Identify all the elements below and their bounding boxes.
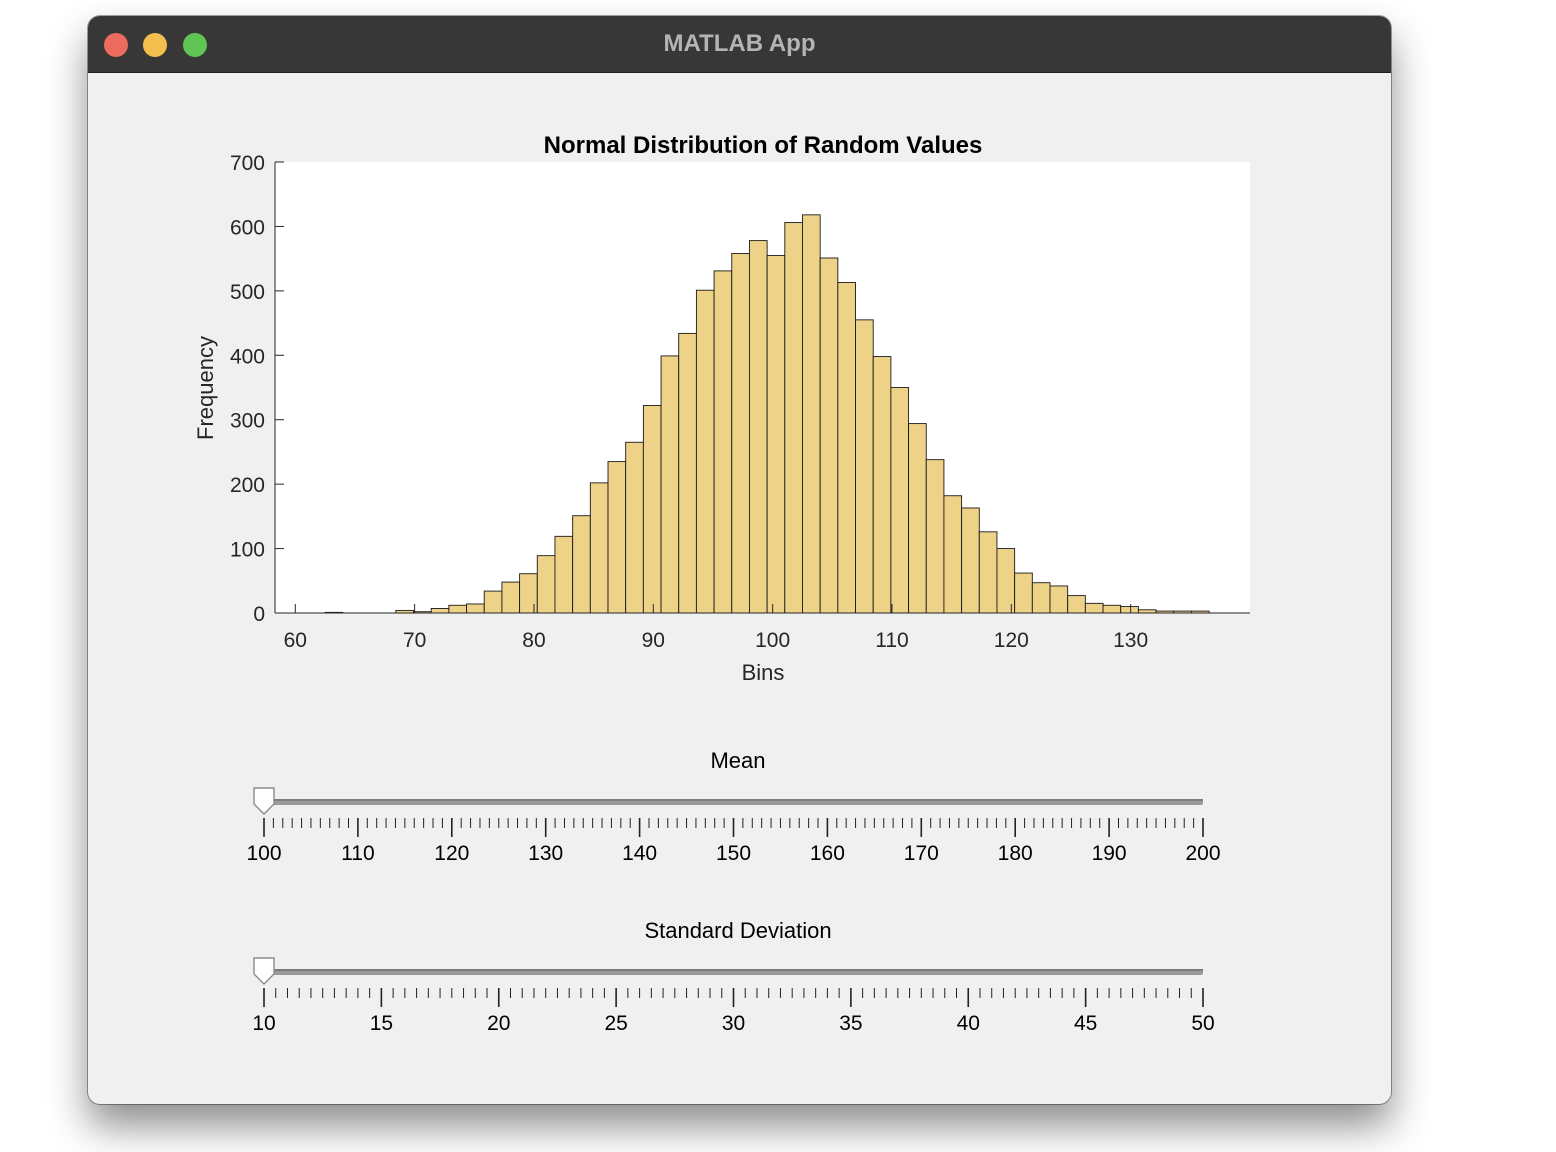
slider-tick-label: 100 <box>246 842 281 865</box>
histogram-bar <box>589 482 609 614</box>
y-tick-label: 700 <box>230 152 265 175</box>
histogram-bar <box>943 495 963 614</box>
histogram-bar <box>483 590 503 614</box>
chart-title: Normal Distribution of Random Values <box>544 132 983 159</box>
slider-tick-label: 170 <box>904 842 939 865</box>
histogram-bar <box>890 387 910 614</box>
histogram-bar <box>802 214 821 614</box>
y-tick-label: 300 <box>230 410 265 433</box>
histogram-bar <box>660 355 680 614</box>
x-tick-label: 100 <box>755 629 790 652</box>
slider-tick-label: 10 <box>252 1012 275 1035</box>
app-window: MATLAB App Normal Distribution of Random… <box>88 16 1391 1104</box>
histogram-bar <box>625 441 644 614</box>
y-tick-label: 100 <box>230 539 265 562</box>
histogram-bar <box>642 405 662 614</box>
histogram-chart: Normal Distribution of Random Values 0 10… <box>193 132 1250 685</box>
x-axis-label: Bins <box>742 660 785 685</box>
histogram-bar <box>1084 602 1104 614</box>
y-tick-label: 400 <box>230 345 265 368</box>
y-tick-label: 0 <box>253 603 265 626</box>
x-tick-label: 60 <box>284 629 307 652</box>
histogram-bar <box>978 531 998 614</box>
x-tick-label: 80 <box>522 629 545 652</box>
slider-tick-label: 130 <box>528 842 563 865</box>
histogram-bar <box>713 270 733 614</box>
x-tick-label: 110 <box>875 629 908 652</box>
slider-tick-label: 110 <box>341 842 374 865</box>
slider-track-shade <box>264 969 1203 971</box>
slider-tick-label: 25 <box>604 1012 627 1035</box>
slider-tick-label: 150 <box>716 842 751 865</box>
y-axis-label: Frequency <box>193 336 218 440</box>
chart-axes: 0 100 200 300 400 500 600 700 60 70 80 90 100 110 120 1… <box>230 152 1250 652</box>
y-tick-label: 500 <box>230 281 265 304</box>
y-tick-label: 600 <box>230 216 265 239</box>
x-tick-label: 120 <box>994 629 1029 652</box>
histogram-bar <box>607 461 627 614</box>
x-tick-label: 70 <box>403 629 426 652</box>
histogram-bar <box>1067 595 1086 614</box>
slider-tick-label: 190 <box>1092 842 1127 865</box>
mean-slider-label: Mean <box>710 748 765 773</box>
slider-thumb[interactable] <box>253 957 275 985</box>
histogram-bar <box>678 332 697 614</box>
slider-tick-label: 20 <box>487 1012 510 1035</box>
close-window-button[interactable] <box>104 33 128 57</box>
slider-tick-label: 180 <box>998 842 1033 865</box>
histogram-bar <box>855 319 874 614</box>
histogram-bar <box>766 254 786 614</box>
window-title: MATLAB App <box>663 30 816 57</box>
histogram-bar <box>996 548 1016 614</box>
minimize-window-button[interactable] <box>143 33 167 57</box>
mean-slider[interactable]: Mean 100 110 120 130 140 150 160 170 180 190 200 <box>88 733 1391 893</box>
histogram-bar <box>925 459 945 614</box>
histogram-bar <box>837 282 856 614</box>
histogram-bar <box>430 608 450 614</box>
slider-tick-label: 45 <box>1074 1012 1097 1035</box>
histogram-bar <box>1120 606 1139 614</box>
histogram-bar <box>1014 572 1033 614</box>
histogram-bar <box>908 423 927 614</box>
slider-tick-label: 15 <box>370 1012 393 1035</box>
x-tick-label: 130 <box>1113 629 1148 652</box>
standard-deviation-slider-label: Standard Deviation <box>644 918 831 943</box>
histogram-bar <box>554 535 574 614</box>
slider-thumb[interactable] <box>253 787 275 815</box>
histogram-bar <box>501 581 521 614</box>
histogram-bar <box>519 573 538 614</box>
histogram-bar <box>1102 604 1122 614</box>
y-tick-label: 200 <box>230 474 265 497</box>
slider-tick-label: 120 <box>434 842 469 865</box>
histogram-bar <box>448 604 468 614</box>
title-bar[interactable]: MATLAB App <box>88 16 1391 73</box>
histogram-bar <box>872 356 892 614</box>
histogram-bar <box>572 515 591 614</box>
histogram-bar <box>1049 585 1069 614</box>
maximize-window-button[interactable] <box>183 33 207 57</box>
slider-tick-label: 50 <box>1191 1012 1214 1035</box>
slider-tick-label: 160 <box>810 842 845 865</box>
slider-track-shade <box>264 799 1203 801</box>
slider-tick-label: 140 <box>622 842 657 865</box>
app-content: Normal Distribution of Random Values 0 10… <box>88 73 1391 1104</box>
histogram-bar <box>961 507 980 614</box>
histogram-bars <box>324 214 1210 614</box>
histogram-bar <box>466 603 485 614</box>
histogram-bar <box>695 289 715 614</box>
standard-deviation-slider[interactable]: Standard Deviation 10 15 20 25 30 35 40 45 50 <box>88 903 1391 1063</box>
x-tick-label: 90 <box>642 629 665 652</box>
histogram-bar <box>731 253 750 614</box>
slider-tick-label: 30 <box>722 1012 745 1035</box>
slider-tick-label: 40 <box>957 1012 980 1035</box>
histogram-bar <box>536 555 556 614</box>
histogram-bar <box>819 257 839 614</box>
slider-tick-label: 200 <box>1185 842 1220 865</box>
histogram-bar <box>1031 582 1051 614</box>
slider-tick-label: 35 <box>839 1012 862 1035</box>
histogram-bar <box>784 222 803 614</box>
histogram-bar <box>748 240 768 614</box>
